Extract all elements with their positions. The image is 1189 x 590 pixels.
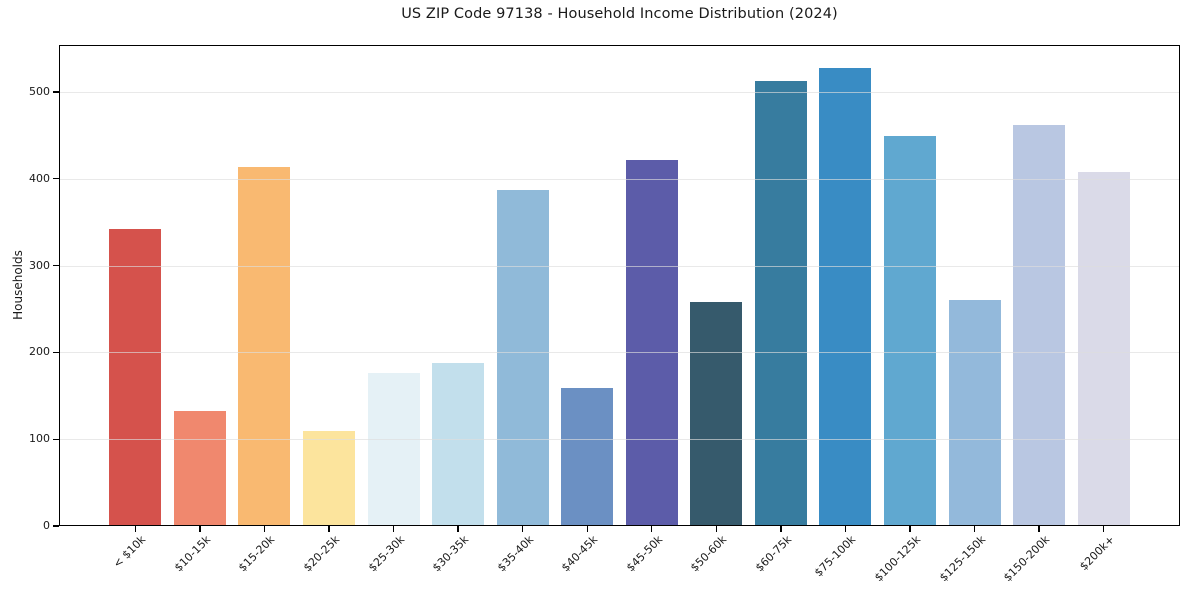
bar [109,229,162,526]
x-tick-mark [328,526,330,532]
x-tick-mark [909,526,911,532]
bar [754,80,807,526]
bar [496,190,549,526]
bar [948,300,1001,526]
bar [1013,124,1066,526]
x-tick-mark [263,526,266,532]
y-tick-label: 400 [29,171,50,185]
bar [819,68,872,526]
y-tick-mark [53,264,59,267]
x-tick-mark [715,526,718,532]
bar [302,431,355,526]
bar [1077,171,1130,526]
y-tick-mark [53,525,59,527]
x-tick-mark [973,526,976,532]
bar [367,373,420,526]
y-tick-label: 300 [29,258,50,272]
y-tick-label: 100 [29,432,50,446]
bar [625,159,678,526]
axes-frame [59,45,1180,526]
x-tick-mark [457,526,459,532]
x-tick-mark [586,526,588,532]
gridline [59,265,1180,267]
bar [432,362,485,526]
y-tick-label: 500 [29,84,50,98]
x-tick-mark [199,526,201,532]
bar [238,166,291,526]
y-tick-label: 0 [43,519,50,532]
x-tick-mark [521,526,524,532]
gridline [59,91,1180,93]
bar [884,136,937,526]
y-tick-label: 200 [29,345,50,359]
x-tick-mark [392,526,395,532]
x-tick-mark [651,526,653,532]
y-tick-mark [53,438,59,440]
y-tick-mark [53,178,59,180]
y-tick-mark [53,91,59,93]
x-tick-mark [134,526,136,532]
bar [561,388,614,526]
x-tick-label: < $10k [110,533,149,571]
x-tick-mark [1103,526,1105,532]
y-tick-mark [53,351,59,354]
x-tick-mark [844,526,847,532]
gridline [59,439,1180,441]
bar [173,410,226,526]
chart-title: US ZIP Code 97138 - Household Income Dis… [401,6,838,22]
bar [690,302,743,526]
x-tick-mark [780,526,782,532]
plot-area [59,45,1180,526]
x-tick-mark [1038,526,1040,532]
gridline [59,178,1180,180]
gridline [59,352,1180,354]
